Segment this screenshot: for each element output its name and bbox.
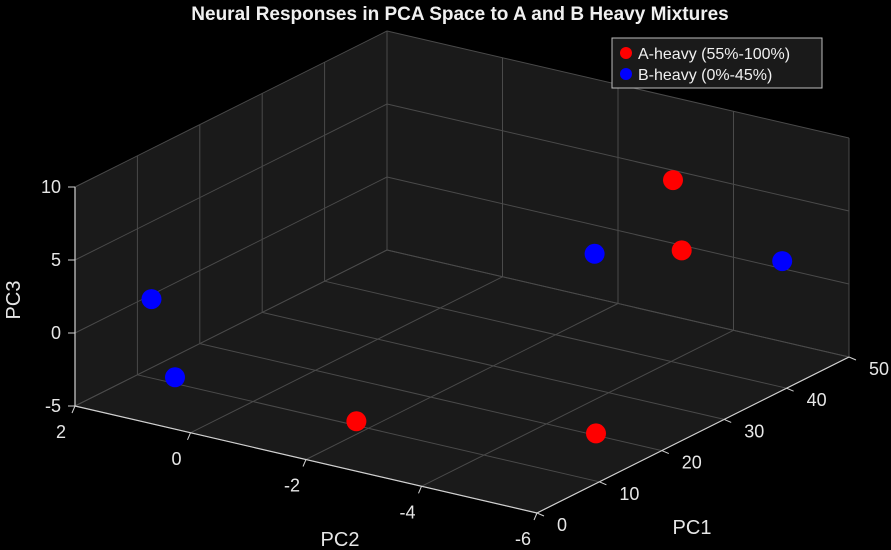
legend-marker <box>620 68 632 80</box>
x-tick-label: 40 <box>807 390 827 410</box>
grid-line-z <box>74 249 388 407</box>
legend: A-heavy (55%-100%) B-heavy (0%-45%) <box>611 37 823 89</box>
z-tick-label: 10 <box>41 177 61 197</box>
x-tick-label: 0 <box>557 515 567 535</box>
point-series-2 <box>165 367 185 388</box>
legend-marker <box>620 47 632 59</box>
y-tick-mark <box>302 459 307 467</box>
side-pane <box>75 31 387 406</box>
point-series-1 <box>671 240 692 261</box>
grid-line-z <box>74 103 388 261</box>
grid-line-y <box>421 329 734 487</box>
x-tick-label: 30 <box>744 421 764 441</box>
point-series-1 <box>346 411 367 432</box>
y-tick-label: -2 <box>284 476 300 496</box>
tick-labels: 0 10 20 30 40 50 -6 -4 -2 0 2 -5 0 5 10 <box>41 177 889 549</box>
z-tick-label: 0 <box>51 323 61 343</box>
legend-entry-label: A-heavy (55%-100%) <box>638 46 790 63</box>
x-tick-mark <box>661 450 669 455</box>
x-tick-label: 10 <box>619 484 639 504</box>
y-tick-mark <box>418 486 422 494</box>
x-tick-mark <box>724 418 732 423</box>
x-tick-mark <box>536 512 545 517</box>
x-tick-label: 50 <box>869 359 889 379</box>
x-tick-mark <box>599 481 607 486</box>
grid-line-y <box>305 303 619 460</box>
grid-line-z <box>386 176 850 285</box>
y-tick-label: 2 <box>56 422 66 442</box>
point-series-2 <box>141 289 162 310</box>
point-series-2 <box>584 243 605 264</box>
point-series-1 <box>663 170 683 191</box>
x-axis-line <box>536 356 850 514</box>
z-tick-label: 5 <box>51 250 61 270</box>
y-tick-label: 0 <box>171 449 181 469</box>
chart-title: Neural Responses in PCA Space to A and B… <box>191 4 728 25</box>
legend-entry-label: B-heavy (0%-45%) <box>638 67 772 84</box>
y-axis-label: PC2 <box>321 529 360 550</box>
grid-line-z <box>74 30 388 188</box>
y-tick-mark <box>533 512 538 521</box>
data-points <box>141 170 793 444</box>
y-tick-label: -6 <box>515 529 531 549</box>
grid-line-z <box>386 249 850 358</box>
y-tick-label: -4 <box>399 502 415 522</box>
axis-panes <box>75 31 849 513</box>
point-series-2 <box>772 251 793 272</box>
axis-lines <box>68 186 857 521</box>
z-tick-label: -5 <box>45 396 61 416</box>
x-axis-label: PC1 <box>673 517 712 539</box>
point-series-1 <box>586 423 606 444</box>
grid-line-z <box>386 103 850 212</box>
grid-line-z <box>74 176 388 334</box>
x-tick-label: 20 <box>682 453 702 473</box>
legend-box <box>611 37 823 89</box>
y-tick-mark <box>187 432 191 440</box>
z-axis-label: PC3 <box>3 281 25 320</box>
x-tick-mark <box>848 356 857 361</box>
y-tick-mark <box>71 405 76 414</box>
x-tick-mark <box>786 387 794 392</box>
grid-line-y <box>190 276 503 434</box>
